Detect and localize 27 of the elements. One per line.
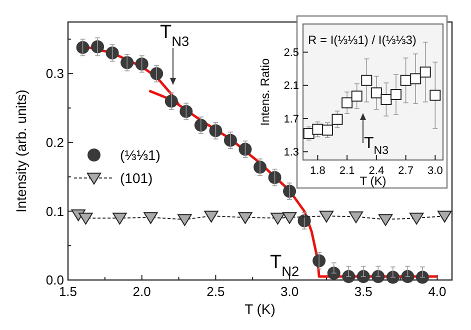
x-tick-label: 3.0 — [280, 284, 299, 299]
x-tick-label: 2.0 — [132, 284, 151, 299]
y-tick-label: 0.1 — [46, 204, 64, 219]
y-tick-label: 1.7 — [284, 113, 299, 126]
annotation: T$_{N3}$ — [160, 22, 190, 48]
x-tick-label: 1.8 — [310, 165, 326, 177]
y-tick-label: 2.1 — [284, 80, 299, 92]
x-tick-label: 3.0 — [428, 165, 443, 177]
legend-label: (⅓⅓1) — [120, 147, 160, 163]
x-axis-title: T (K) — [360, 174, 386, 188]
x-tick-label: 2.4 — [368, 165, 384, 177]
y-axis-title: Intensity (arb. units) — [13, 90, 29, 212]
x-tick-label: 3.5 — [354, 284, 372, 299]
annotation: T$_{N3}$ — [364, 135, 389, 157]
y-tick-label: 0.2 — [46, 134, 64, 150]
y-axis-title: Intens. Ratio — [258, 58, 272, 126]
x-tick-label: 4.0 — [428, 284, 446, 299]
legend-label: (101) — [120, 170, 153, 186]
annotation: R = I(⅓⅓1) / I(⅓⅓3) — [308, 33, 416, 47]
x-tick-label: 2.5 — [206, 284, 225, 299]
y-tick-label: 0.3 — [46, 66, 64, 82]
x-axis-title: T (K) — [244, 301, 276, 317]
x-tick-label: 2.1 — [339, 165, 355, 177]
y-tick-label: 2.5 — [284, 47, 299, 60]
y-tick-label: 1.3 — [284, 146, 299, 159]
annotation: T$_{N2}$ — [270, 252, 300, 278]
x-tick-label: 2.7 — [398, 165, 414, 177]
